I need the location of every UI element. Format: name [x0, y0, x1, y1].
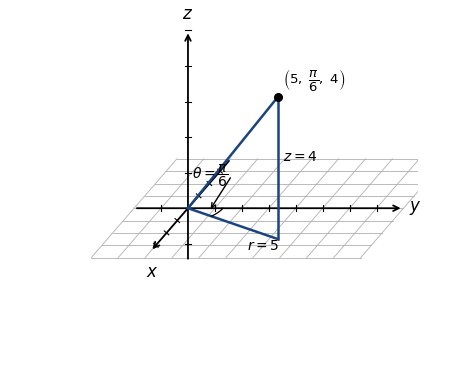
Text: $y$: $y$ [409, 199, 421, 217]
Text: $x$: $x$ [146, 263, 158, 281]
Text: $z = 4$: $z = 4$ [284, 150, 318, 164]
Text: $z$: $z$ [182, 5, 194, 23]
Text: $\left(5,\ \dfrac{\pi}{6},\ 4\right)$: $\left(5,\ \dfrac{\pi}{6},\ 4\right)$ [284, 67, 346, 93]
Text: $\theta = \dfrac{\pi}{6}$: $\theta = \dfrac{\pi}{6}$ [192, 162, 228, 189]
Text: $r = 5$: $r = 5$ [248, 239, 280, 253]
